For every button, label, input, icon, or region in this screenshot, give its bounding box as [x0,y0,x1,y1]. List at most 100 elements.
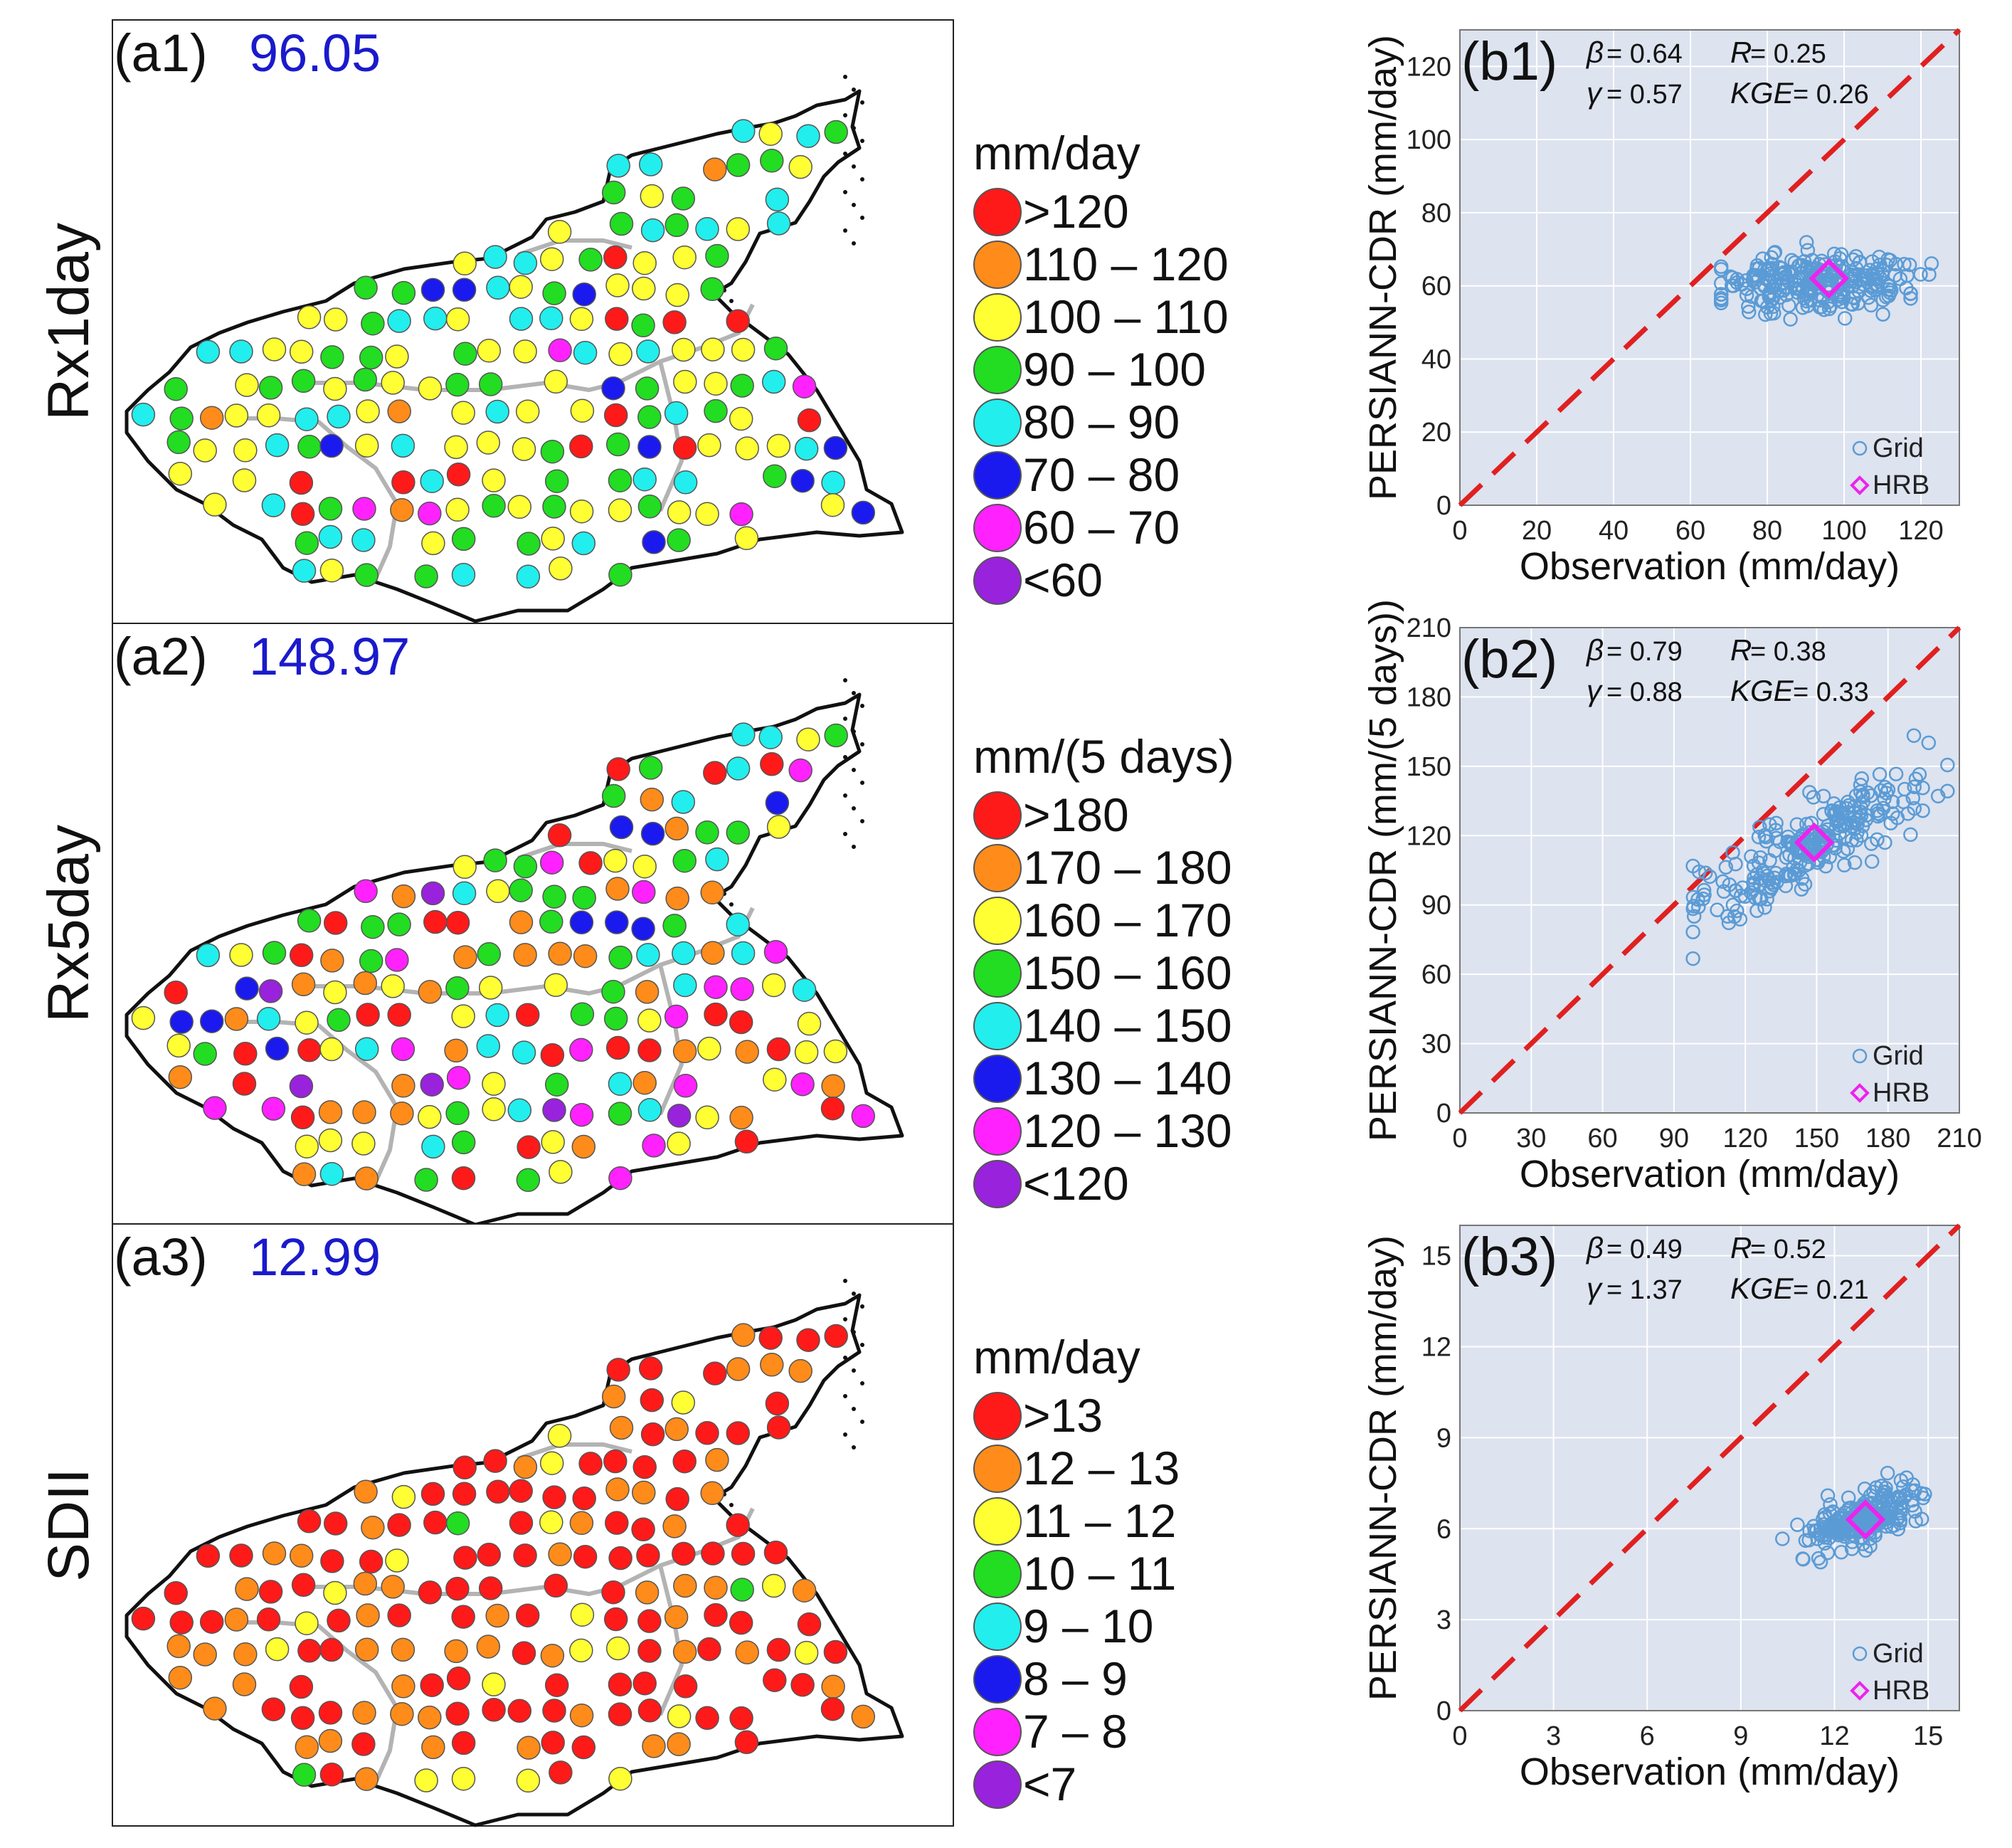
station-point [477,942,502,966]
station-point [636,943,660,967]
grid-point [1872,766,1887,782]
map-area [125,1279,904,1827]
station-point [794,436,819,461]
x-tick-label: 100 [1821,516,1866,546]
station-point [672,435,697,460]
y-tick-label: 150 [1407,752,1451,782]
grid-point [1855,1515,1870,1530]
station-point [606,757,630,781]
grid-point [1686,909,1702,924]
station-point [761,973,786,998]
river-line [233,416,399,580]
station-point [605,1636,630,1661]
grid-point [1789,817,1805,832]
grid-point [1752,892,1767,907]
grid-point [1816,828,1831,843]
station-point [452,1455,477,1480]
station-point [605,910,629,934]
grid-point [1912,766,1927,782]
row-label: Rx1day [36,223,101,421]
legend-label: 7 – 8 [1023,1705,1128,1758]
grid-point [1754,293,1769,308]
grid-point [1924,256,1939,271]
station-point [851,1704,876,1729]
y-tick-label: 15 [1421,1242,1451,1272]
station-point [695,1105,719,1130]
grid-point [1758,873,1774,889]
legend-grid-label: Grid [1873,1639,1924,1669]
grid-point [1848,268,1863,283]
coast-islet [860,1343,864,1347]
grid-point [1876,1487,1892,1503]
station-point [632,880,656,904]
grid-point [1870,808,1885,824]
stat-value: = 0.49 [1606,1235,1683,1264]
x-axis-label: Observation (mm/day) [1520,545,1900,588]
station-point [797,408,822,433]
station-point [166,1634,191,1659]
coast-islet [843,1279,847,1283]
coast-islet [843,1394,847,1398]
legend-swatch [973,1002,1022,1050]
station-point [327,404,351,429]
station-point [451,1766,476,1791]
grid-point [1884,1519,1899,1534]
station-point [572,282,596,307]
grid-point [1864,854,1880,869]
station-point [697,433,721,458]
scatter-panel-2: 0 30 60 90 120 150 180 210 0 30 60 90 120 150 180 210 (b… [1362,599,1982,1195]
legend-label: 120 – 130 [1023,1104,1232,1157]
grid-point [1764,269,1779,285]
station-point [573,944,598,968]
y-axis-label: PERSIANN-CDR (mm/(5 days)) [1362,599,1404,1141]
coast-islet [852,691,856,695]
station-point [482,1097,506,1121]
station-point [632,467,657,492]
station-point [351,1131,376,1156]
station-point [605,1035,630,1060]
grid-point [1854,771,1870,786]
station-point [671,790,696,814]
station-point [166,1033,191,1058]
station-point [603,403,628,428]
grid-point [1751,830,1767,845]
grid-point [1864,280,1879,295]
station-point [418,376,443,401]
station-point [323,1580,347,1605]
station-point [482,1698,506,1722]
station-point [731,337,756,362]
station-point [763,1668,787,1692]
station-point [601,376,625,401]
station-point [421,531,445,556]
grid-point [1868,272,1884,287]
station-point [542,495,566,519]
station-point [569,1511,594,1536]
station-point [297,1038,322,1062]
station-point [569,499,594,524]
grid-point [1874,1494,1890,1509]
station-point [662,1514,687,1538]
grid-point [1800,283,1816,298]
station-point [726,1357,751,1381]
station-point [700,1481,724,1506]
station-point [391,1674,415,1699]
x-tick-label: 0 [1452,1721,1467,1751]
station-point [569,1703,594,1728]
station-point [734,1730,759,1755]
station-point [199,1009,224,1033]
coast-islet [729,299,734,303]
grid-point [1897,257,1912,272]
station-point [131,1606,156,1631]
grid-point [1797,877,1813,892]
station-point [664,1004,689,1029]
station-point [672,1449,697,1474]
station-point [570,398,595,423]
station-point [637,1699,662,1723]
river-line [517,238,632,257]
grid-point [1864,268,1880,284]
station-point [705,847,729,872]
coast-islet [852,241,856,245]
station-point [632,1070,657,1095]
stat-value: = 0.38 [1750,637,1826,667]
